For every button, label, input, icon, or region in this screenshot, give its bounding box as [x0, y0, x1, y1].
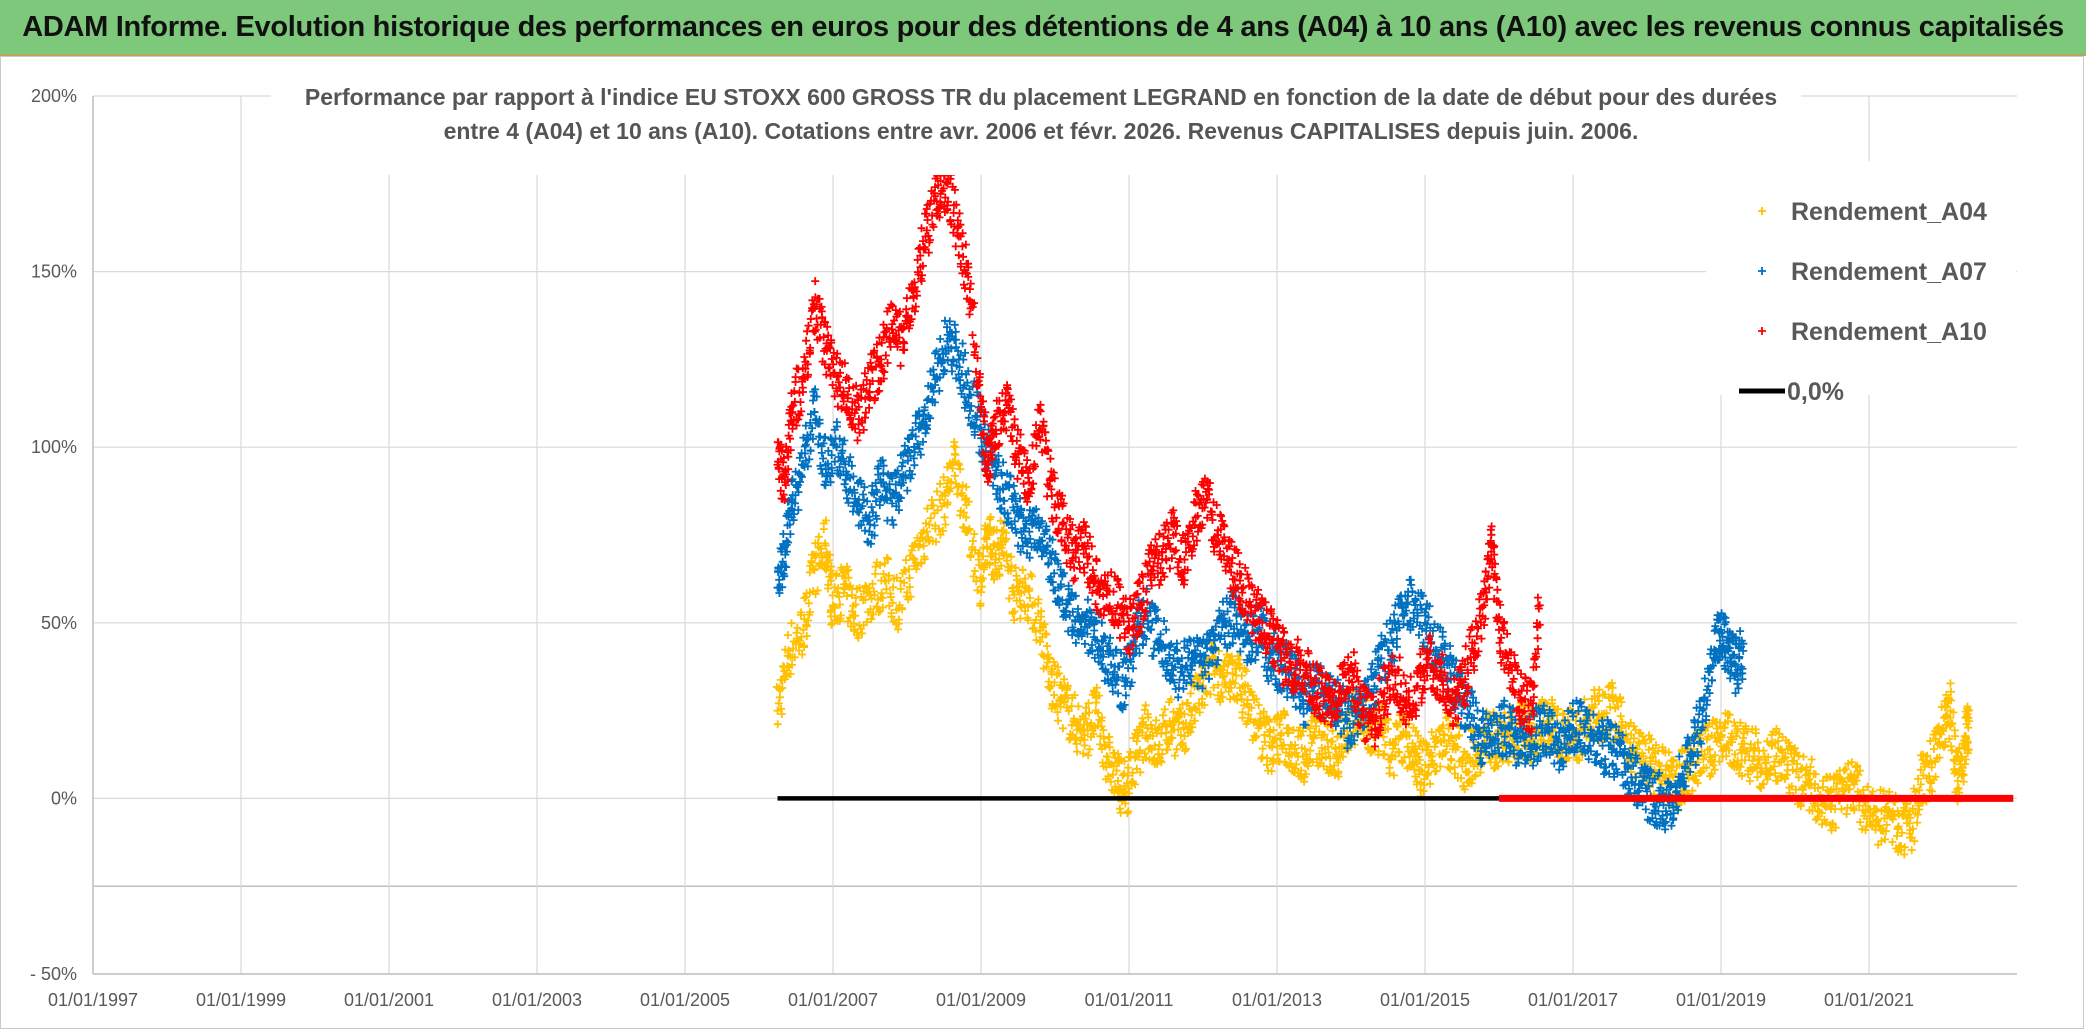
x-tick-label: 01/01/1997: [48, 990, 138, 1010]
chart-subtitle: entre 4 (A04) et 10 ans (A10). Cotations…: [444, 118, 1639, 144]
data-point: [1794, 773, 1803, 782]
legend-marker-swatch: [1758, 207, 1766, 215]
y-tick-labels: 200% 150% 100% 50% 0% - 50%: [30, 86, 77, 984]
data-point: [1528, 706, 1537, 715]
banner-title: ADAM Informe. Evolution historique des p…: [0, 0, 2086, 56]
legend-marker-swatch: [1758, 267, 1766, 275]
x-tick-label: 01/01/2017: [1528, 990, 1618, 1010]
legend: Rendement_A04 Rendement_A07 Rendement_A10 0…: [1706, 161, 2016, 406]
x-tick-label: 01/01/2015: [1380, 990, 1470, 1010]
y-tick-label: 0%: [51, 788, 77, 808]
data-point: [1291, 660, 1300, 669]
axes: [92, 96, 2017, 975]
y-tick-label: - 50%: [30, 964, 77, 984]
legend-item: Rendement_A10: [1758, 318, 1987, 346]
legend-label: Rendement_A10: [1791, 318, 1987, 346]
x-tick-label: 01/01/2001: [344, 990, 434, 1010]
data-point: [1113, 776, 1122, 785]
legend-label: Rendement_A04: [1791, 198, 1987, 226]
x-tick-labels: 01/01/1997 01/01/1999 01/01/2001 01/01/2003…: [48, 990, 1914, 1010]
legend-marker-swatch: [1758, 327, 1766, 335]
x-tick-label: 01/01/2009: [936, 990, 1026, 1010]
data-point: [1606, 703, 1614, 712]
legend-item: Rendement_A07: [1758, 258, 1987, 286]
y-tick-label: 200%: [31, 86, 77, 106]
x-tick-label: 01/01/2021: [1824, 990, 1914, 1010]
data-point-cloud: [773, 162, 1544, 751]
y-tick-label: 150%: [31, 262, 77, 282]
data-point: [1916, 780, 1925, 789]
series-layer: [772, 162, 2014, 859]
chart-frame: 200% 150% 100% 50% 0% - 50% 01/01/1997 01/01/1…: [0, 56, 2084, 1029]
series-rendement-a10: [773, 162, 1544, 751]
data-point: [1176, 731, 1185, 740]
x-tick-label: 01/01/2013: [1232, 990, 1322, 1010]
legend-label: 0,0%: [1787, 378, 1844, 406]
x-tick-label: 01/01/2003: [492, 990, 582, 1010]
data-point: [1739, 646, 1748, 655]
x-tick-label: 01/01/2011: [1085, 990, 1174, 1010]
legend-label: Rendement_A07: [1791, 258, 1987, 286]
data-point: [1772, 752, 1781, 761]
legend-item: Rendement_A04: [1758, 198, 1987, 226]
x-tick-label: 01/01/2019: [1676, 990, 1766, 1010]
data-point: [888, 499, 897, 508]
x-tick-label: 01/01/2007: [788, 990, 878, 1010]
legend-item: 0,0%: [1739, 378, 1844, 406]
y-tick-label: 100%: [31, 437, 77, 457]
legend-box: [1706, 161, 2016, 395]
chart-title: Performance par rapport à l'indice EU ST…: [305, 84, 1777, 110]
data-point: [1576, 717, 1585, 726]
chart: 200%150%100%50%0%- 50% 01/01/1997 01/01/1…: [30, 75, 2017, 1010]
series-rendement-a07: [773, 316, 1748, 834]
chart-titles: Performance par rapport à l'indice EU ST…: [271, 75, 1801, 175]
title-backdrop: [271, 75, 1801, 175]
data-point: [1731, 660, 1740, 669]
data-point: [962, 513, 971, 522]
x-tick-label: 01/01/2005: [640, 990, 730, 1010]
x-tick-label: 01/01/1999: [196, 990, 286, 1010]
y-tick-label: 50%: [41, 613, 77, 633]
